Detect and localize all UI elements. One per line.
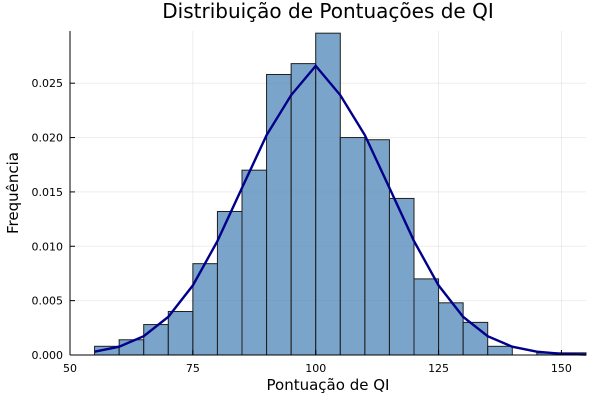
histogram-bar-9 <box>315 32 341 356</box>
histogram-bar-8 <box>290 63 317 356</box>
histogram-bar-6 <box>241 169 268 356</box>
x-axis-label: Pontuação de QI <box>267 376 390 394</box>
y-tick-label-5: 0.025 <box>32 77 64 90</box>
histogram-bar-5 <box>216 210 243 356</box>
x-tick-label-3: 125 <box>428 362 449 375</box>
x-tick-label-2: 100 <box>305 362 326 375</box>
histogram-bar-2 <box>143 324 169 356</box>
text-layer: Distribuição de Pontuações de QI Pontuaç… <box>4 0 572 394</box>
normal-curve <box>94 64 587 356</box>
y-tick-label-1: 0.005 <box>32 295 64 308</box>
bars-layer <box>94 32 587 356</box>
y-tick-label-0: 0.000 <box>32 349 64 362</box>
x-tick-label-1: 75 <box>186 362 200 375</box>
histogram-bar-11 <box>364 139 390 356</box>
x-tick-label-4: 150 <box>551 362 572 375</box>
y-tick-label-3: 0.015 <box>32 186 64 199</box>
histogram-bar-7 <box>266 73 292 356</box>
y-tick-label-4: 0.020 <box>32 132 64 145</box>
histogram-bar-12 <box>388 197 415 356</box>
curve-layer <box>94 64 587 356</box>
y-tick-label-2: 0.010 <box>32 240 64 253</box>
y-axis-label: Frequência <box>4 152 22 234</box>
histogram-bar-3 <box>167 311 194 356</box>
axes-layer <box>69 31 586 356</box>
x-tick-label-0: 50 <box>63 362 77 375</box>
histogram-bar-16 <box>487 345 513 356</box>
chart-title: Distribuição de Pontuações de QI <box>162 0 493 23</box>
histogram-bar-13 <box>413 278 440 356</box>
histogram-bar-10 <box>339 137 366 356</box>
histogram-bar-15 <box>462 321 489 356</box>
